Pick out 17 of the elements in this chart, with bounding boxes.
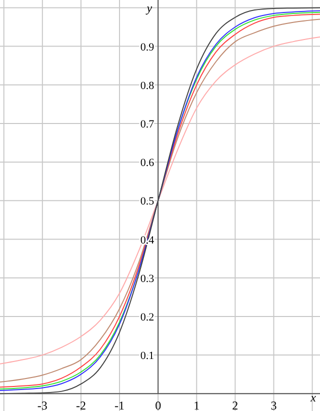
y-axis-title: y	[146, 1, 153, 15]
x-tick-label: -1	[114, 398, 125, 411]
y-tick-label: 0.8	[140, 80, 155, 92]
y-tick-label: 0.2	[140, 311, 154, 324]
y-tick-label: 0.5	[140, 196, 155, 208]
x-tick-label: -2	[76, 398, 86, 411]
x-tick-label: 2	[232, 398, 238, 411]
x-tick-label: -3	[37, 398, 48, 411]
y-tick-label: 0.7	[140, 118, 155, 130]
y-tick-label: 0.9	[140, 41, 155, 54]
x-tick-label: 0	[155, 398, 162, 411]
y-tick-label: 0.6	[140, 157, 155, 170]
y-tick-label: 0.3	[140, 272, 155, 285]
x-tick-label: 3	[270, 398, 277, 411]
x-tick-label: 1	[194, 398, 200, 411]
x-axis-title: x	[310, 390, 317, 405]
y-tick-label: 0.1	[140, 350, 154, 362]
